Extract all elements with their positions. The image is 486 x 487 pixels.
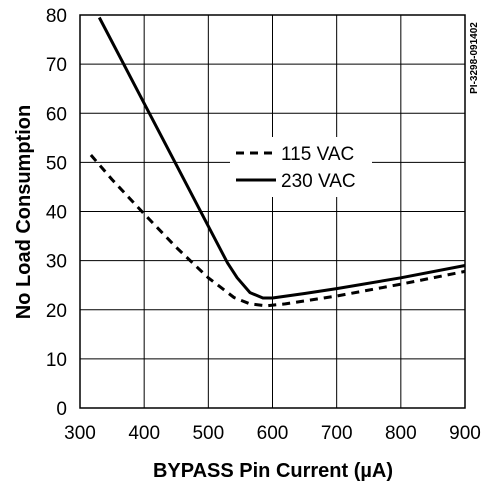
x-axis-title: BYPASS Pin Current (µA) — [153, 460, 393, 482]
legend: 115 VAC 230 VAC — [230, 137, 372, 197]
y-tick-label: 40 — [46, 203, 67, 224]
grid-lines — [79, 14, 466, 409]
series-lines — [89, 16, 466, 308]
y-axis-title: No Load Consumption — [13, 105, 35, 319]
x-axis-tick-labels: 300 400 500 600 700 800 900 — [64, 423, 481, 444]
y-tick-label: 10 — [46, 350, 67, 371]
series-line-115-vac — [89, 154, 466, 308]
x-tick-label: 700 — [321, 423, 353, 444]
x-tick-label: 400 — [128, 423, 160, 444]
legend-background — [230, 137, 372, 197]
x-tick-label: 900 — [449, 423, 481, 444]
y-tick-label: 20 — [46, 301, 67, 322]
legend-label-230-vac: 230 VAC — [281, 171, 356, 192]
x-tick-label: 800 — [385, 423, 417, 444]
legend-label-115-vac: 115 VAC — [281, 144, 354, 165]
y-axis-tick-labels: 0 10 20 30 40 50 60 70 80 — [46, 6, 67, 420]
y-tick-label: 0 — [56, 399, 67, 420]
y-tick-label: 60 — [46, 104, 67, 125]
figure-id-label: PI-3298-091402 — [469, 22, 480, 94]
plot-area-frame — [79, 14, 466, 409]
x-tick-label: 600 — [257, 423, 289, 444]
y-tick-label: 30 — [46, 252, 67, 273]
x-tick-label: 300 — [64, 423, 96, 444]
y-tick-label: 80 — [46, 6, 67, 27]
series-line-230-vac — [97, 16, 466, 300]
y-tick-label: 50 — [46, 153, 67, 174]
x-tick-label: 500 — [192, 423, 224, 444]
y-tick-label: 70 — [46, 55, 67, 76]
